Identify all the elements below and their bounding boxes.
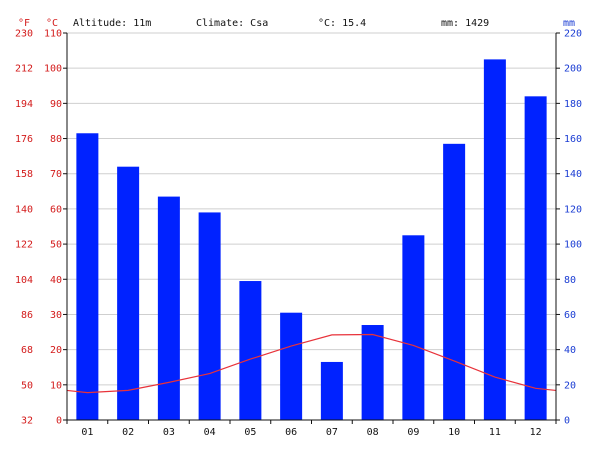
month-tick-label: 10: [448, 427, 460, 438]
precipitation-tick-label: 80: [564, 275, 576, 286]
precipitation-tick-label: 20: [564, 380, 576, 391]
temperature-line: [66, 333, 557, 394]
fahrenheit-tick-label: 212: [15, 64, 33, 75]
fahrenheit-tick-label: 68: [21, 345, 33, 356]
fahrenheit-tick-label: 122: [15, 240, 33, 251]
fahrenheit-axis-unit: °F: [18, 18, 30, 29]
fahrenheit-tick-label: 32: [21, 416, 33, 427]
precipitation-bar: [239, 281, 262, 420]
precipitation-bar: [76, 133, 99, 420]
precipitation-bar: [402, 235, 425, 420]
temperature-label: °C: 15.4: [318, 18, 366, 29]
celsius-tick-label: 110: [44, 29, 62, 40]
fahrenheit-tick-label: 176: [15, 134, 33, 145]
month-tick-label: 03: [163, 427, 175, 438]
fahrenheit-tick-label: 158: [15, 169, 33, 180]
month-tick-label: 09: [407, 427, 419, 438]
precipitation-bar: [483, 59, 506, 421]
fahrenheit-tick-label: 104: [15, 275, 33, 286]
celsius-tick-label: 10: [50, 380, 62, 391]
precipitation-tick-label: 0: [564, 416, 570, 427]
celsius-tick-label: 60: [50, 204, 62, 215]
celsius-tick-label: 80: [50, 134, 62, 145]
fahrenheit-tick-label: 194: [15, 99, 33, 110]
fahrenheit-tick-label: 50: [21, 380, 33, 391]
precipitation-bar: [280, 312, 303, 420]
precipitation-tick-label: 40: [564, 345, 576, 356]
precipitation-tick-label: 160: [564, 134, 582, 145]
precipitation-tick-label: 60: [564, 310, 576, 321]
precipitation-bar: [443, 143, 466, 420]
temperature-series: [66, 333, 557, 394]
fahrenheit-tick-label: 140: [15, 204, 33, 215]
precipitation-bar: [157, 196, 180, 420]
precipitation-axis-unit: mm: [563, 18, 575, 29]
celsius-tick-label: 20: [50, 345, 62, 356]
altitude-label: Altitude: 11m: [73, 18, 151, 29]
precipitation-tick-label: 200: [564, 64, 582, 75]
celsius-ticks: 0 10 20 30 40 50 60 70 80 90 100 110: [44, 29, 62, 427]
precipitation-tick-label: 180: [564, 99, 582, 110]
axes: [63, 32, 560, 424]
month-tick-label: 12: [530, 427, 542, 438]
precipitation-tick-label: 120: [564, 204, 582, 215]
month-tick-label: 04: [204, 427, 216, 438]
month-tick-label: 01: [81, 427, 93, 438]
precipitation-tick-label: 140: [564, 169, 582, 180]
celsius-tick-label: 100: [44, 64, 62, 75]
month-tick-label: 05: [244, 427, 256, 438]
month-tick-label: 02: [122, 427, 134, 438]
month-tick-label: 07: [326, 427, 338, 438]
fahrenheit-ticks: 32 50 68 86 104 122 140 158 176 194 212 230: [15, 29, 33, 427]
celsius-tick-label: 50: [50, 240, 62, 251]
precipitation-bar: [117, 166, 140, 420]
precipitation-bar: [320, 361, 343, 420]
precipitation-tick-label: 220: [564, 29, 582, 40]
celsius-tick-label: 30: [50, 310, 62, 321]
fahrenheit-tick-label: 86: [21, 310, 33, 321]
month-tick-label: 06: [285, 427, 297, 438]
precipitation-tick-label: 100: [564, 240, 582, 251]
celsius-tick-label: 40: [50, 275, 62, 286]
month-ticks: 01 02 03 04 05 06 07 08 09 10 11 12: [81, 427, 541, 438]
fahrenheit-tick-label: 230: [15, 29, 33, 40]
celsius-tick-label: 90: [50, 99, 62, 110]
precipitation-bars: [76, 59, 547, 421]
precipitation-bar: [198, 212, 221, 420]
celsius-tick-label: 0: [56, 416, 62, 427]
celsius-tick-label: 70: [50, 169, 62, 180]
grid-lines: [67, 32, 556, 421]
precipitation-bar: [524, 96, 547, 420]
climate-label: Climate: Csa: [196, 18, 268, 29]
celsius-axis-unit: °C: [46, 18, 58, 29]
month-tick-label: 11: [489, 427, 501, 438]
precipitation-label: mm: 1429: [441, 18, 489, 29]
precipitation-ticks: 0 20 40 60 80 100 120 140 160 180 200 220: [564, 29, 582, 427]
precipitation-bar: [361, 325, 384, 420]
month-tick-label: 08: [367, 427, 379, 438]
